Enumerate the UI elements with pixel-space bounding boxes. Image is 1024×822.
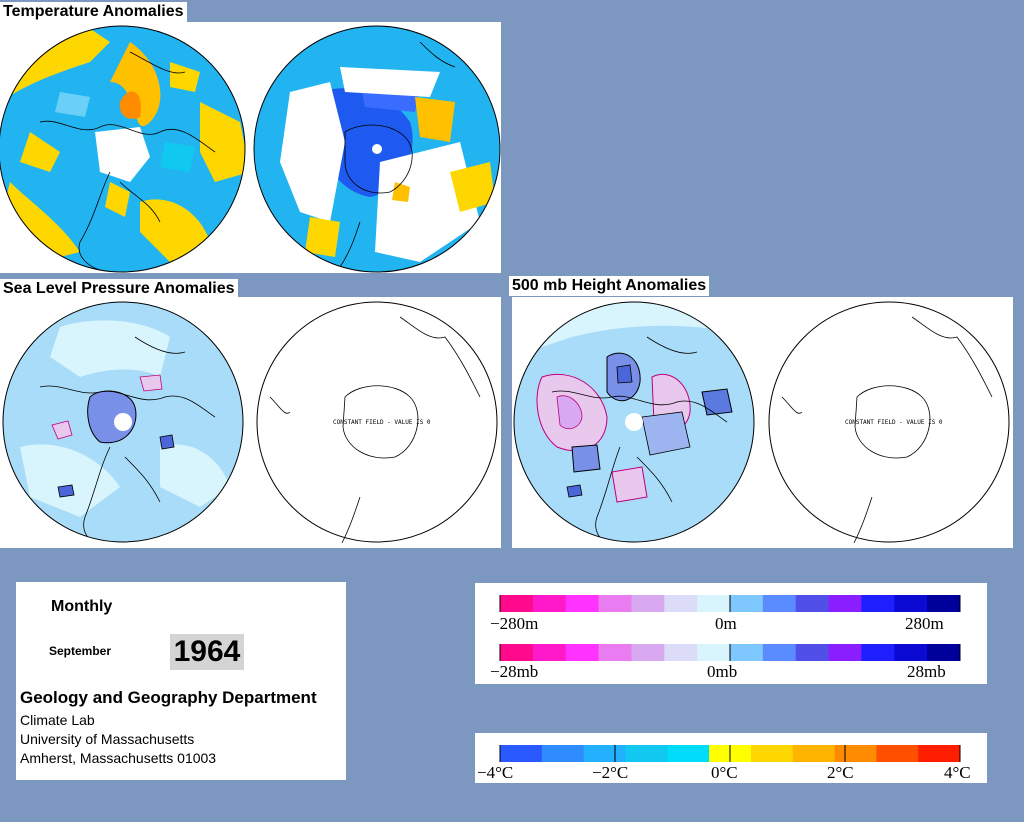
address-line-1: Climate Lab	[20, 712, 95, 728]
height-legend-max: 280m	[905, 614, 944, 633]
pressure-bar-swatch	[828, 644, 862, 661]
temperature-legend-minus4: −4°C	[477, 763, 513, 782]
height-bar-swatch	[664, 595, 698, 612]
height-bar-swatch	[762, 595, 797, 612]
height-bar-swatch	[795, 595, 830, 612]
pressure-bar-swatch	[664, 644, 698, 661]
pressure-color-bar	[499, 644, 961, 661]
pressure-legend-max: 28mb	[907, 662, 946, 681]
pressure-bar-swatch	[795, 644, 830, 661]
slp-map-southern	[256, 301, 498, 543]
pressure-bar-swatch	[927, 644, 961, 661]
pressure-bar-swatch	[894, 644, 928, 661]
department-name: Geology and Geography Department	[20, 688, 317, 707]
period-label: Monthly	[51, 598, 113, 615]
pressure-bar-swatch	[730, 644, 764, 661]
pressure-bar-swatch	[500, 644, 534, 661]
temperature-legend: −4°C −2°C 0°C 2°C 4°C	[475, 733, 987, 783]
pressure-bar-swatch	[762, 644, 797, 661]
year-label: 1964	[170, 634, 244, 670]
height-bar-swatch	[532, 595, 567, 612]
height-bar-swatch	[631, 595, 665, 612]
slp-anomalies-panel: CONSTANT FIELD - VALUE IS 0	[0, 297, 501, 548]
temperature-legend-minus2: −2°C	[592, 763, 628, 782]
address-line-3: Amherst, Massachusetts 01003	[20, 750, 217, 766]
height-bar-swatch	[697, 595, 731, 612]
slp-anomalies-title: Sea Level Pressure Anomalies	[0, 279, 238, 299]
temperature-legend-zero: 0°C	[711, 763, 738, 782]
temperature-legend-plus4: 4°C	[944, 763, 971, 782]
height-anomalies-panel: CONSTANT FIELD - VALUE IS 0	[512, 297, 1013, 548]
temperature-legend-plus2: 2°C	[827, 763, 854, 782]
slp-constant-field-note: CONSTANT FIELD - VALUE IS 0	[333, 419, 431, 426]
height-bar-swatch	[500, 595, 534, 612]
height-bar-swatch	[861, 595, 895, 612]
temperature-bar-swatch	[541, 745, 585, 762]
temperature-bar-swatch	[918, 745, 961, 762]
temperature-bar-swatch	[834, 745, 877, 762]
height-map-southern	[768, 301, 1010, 543]
pressure-bar-swatch	[565, 644, 600, 661]
address-line-2: University of Massachusetts	[20, 731, 195, 747]
temperature-bar-swatch	[500, 745, 543, 762]
temperature-bar-swatch	[876, 745, 919, 762]
height-legend-zero: 0m	[715, 614, 737, 633]
info-box: Monthly September 1964 Geology and Geogr…	[16, 582, 346, 780]
height-legend-min: −280m	[490, 614, 538, 633]
temperature-color-bar	[499, 745, 961, 762]
pressure-bar-swatch	[631, 644, 665, 661]
pressure-legend-min: −28mb	[490, 662, 538, 681]
pressure-bar-swatch	[697, 644, 731, 661]
height-bar-swatch	[598, 595, 632, 612]
pressure-bar-swatch	[598, 644, 632, 661]
height-anomalies-title: 500 mb Height Anomalies	[509, 276, 710, 296]
month-label: September	[49, 644, 112, 658]
height-bar-swatch	[828, 595, 862, 612]
pressure-legend-zero: 0mb	[707, 662, 737, 681]
height-bar-swatch	[565, 595, 600, 612]
height-bar-swatch	[894, 595, 928, 612]
temperature-anomalies-panel	[0, 22, 501, 273]
height-constant-field-note: CONSTANT FIELD - VALUE IS 0	[845, 419, 943, 426]
temperature-bar-swatch	[667, 745, 710, 762]
pressure-bar-swatch	[861, 644, 895, 661]
temperature-bar-swatch	[792, 745, 836, 762]
anomaly-legend: −280m 0m 280m −28mb 0mb 28mb	[475, 583, 987, 684]
temperature-bar-swatch	[583, 745, 626, 762]
height-bar-swatch	[927, 595, 961, 612]
height-color-bar	[499, 595, 961, 612]
height-bar-swatch	[730, 595, 764, 612]
temperature-anomalies-title: Temperature Anomalies	[0, 2, 187, 22]
temperature-bar-swatch	[750, 745, 794, 762]
temperature-bar-swatch	[625, 745, 668, 762]
pressure-bar-swatch	[532, 644, 567, 661]
temperature-map-northern	[0, 26, 245, 272]
